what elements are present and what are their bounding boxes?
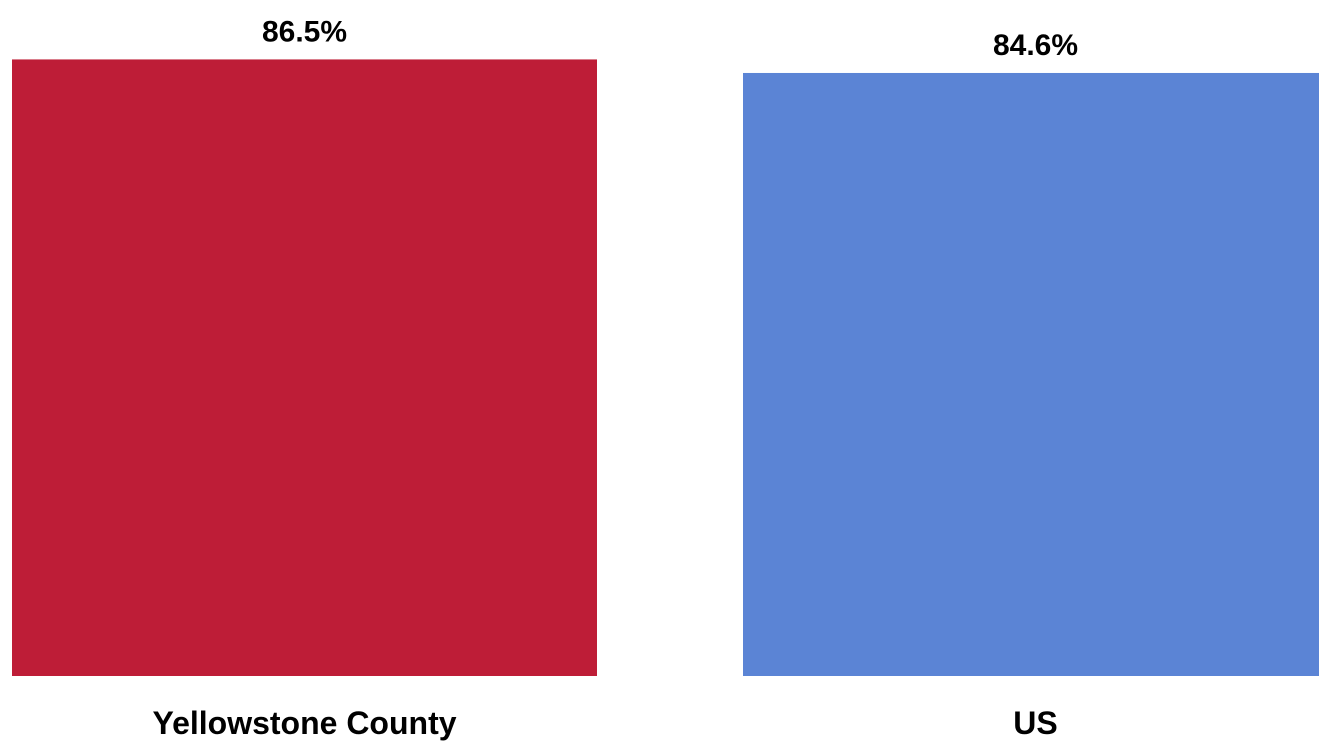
category-labels-group: Yellowstone County US [152,705,1057,741]
data-labels-group: 86.5% 84.6% [262,15,1078,62]
bar-us [743,72,1319,677]
bar-yellowstone-county [12,59,597,677]
data-label-yellowstone-county: 86.5% [262,15,347,48]
category-label-us: US [1013,705,1057,741]
data-label-us: 84.6% [993,29,1078,62]
category-label-yellowstone-county: Yellowstone County [152,705,456,741]
bars-group [12,59,1319,677]
